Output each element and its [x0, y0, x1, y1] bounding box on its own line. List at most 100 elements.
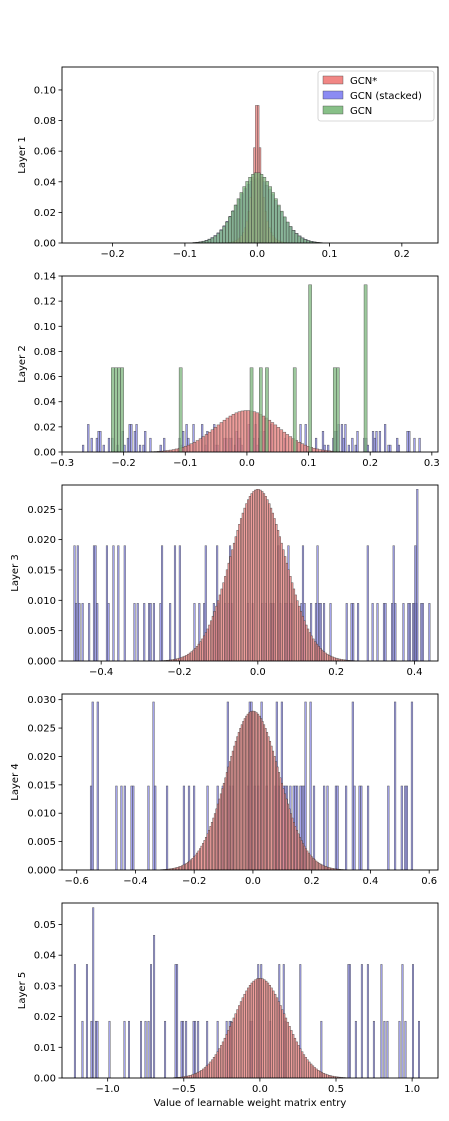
legend-frame — [317, 70, 435, 122]
bar — [297, 441, 302, 452]
bar — [250, 982, 253, 1078]
bar — [225, 1034, 228, 1078]
bar — [241, 997, 244, 1078]
axes-frame — [61, 275, 439, 453]
bar — [178, 367, 183, 452]
x-tick-label: −0.4 — [123, 876, 147, 887]
bar — [394, 603, 397, 661]
bar — [120, 785, 123, 870]
bar — [142, 444, 145, 452]
bar — [178, 545, 181, 661]
bar — [301, 1051, 304, 1078]
bar — [363, 284, 368, 452]
x-tick-label: 0.2 — [362, 458, 378, 469]
bar — [299, 611, 303, 661]
panel-layer-3: −0.4 −0.2 0.0 0.2 0.4 0.000 0.005 0.010 0.015 0.0… — [10, 484, 439, 678]
bar — [195, 440, 200, 452]
y-tick-label: 0.005 — [27, 837, 56, 848]
bar — [140, 1020, 143, 1078]
bar — [333, 657, 336, 661]
x-tick-label: 0.0 — [249, 249, 265, 260]
y-axis-label: Layer 5 — [17, 972, 28, 1009]
bar — [304, 848, 307, 870]
y-tick-label: 0.12 — [34, 297, 56, 308]
y-tick-label: 0.005 — [27, 626, 56, 637]
legend: GCN* GCN (stacked) GCN — [317, 70, 435, 122]
bar — [161, 545, 164, 661]
bar — [207, 239, 212, 243]
bar — [213, 611, 216, 661]
bar — [303, 239, 307, 243]
bar — [187, 785, 191, 870]
bar — [320, 1072, 324, 1078]
bar — [351, 701, 354, 870]
bar — [227, 766, 230, 870]
bar — [221, 1041, 225, 1078]
bar — [182, 1020, 185, 1078]
bar — [310, 1063, 313, 1078]
bar — [225, 569, 229, 661]
bar — [375, 431, 378, 452]
x-tick-label: −0.2 — [111, 458, 135, 469]
bar — [301, 615, 304, 661]
bar — [262, 177, 267, 243]
bar — [345, 603, 348, 661]
bar — [216, 233, 220, 243]
bar — [410, 701, 414, 870]
bar — [287, 569, 290, 661]
bar — [358, 785, 361, 870]
bar — [154, 785, 157, 870]
bar — [312, 785, 316, 870]
bar — [231, 549, 234, 661]
bar — [96, 1020, 99, 1078]
bar — [331, 656, 334, 661]
bar — [132, 785, 135, 870]
bar — [75, 603, 78, 661]
bar — [275, 997, 279, 1078]
bar — [308, 1061, 311, 1078]
bar — [376, 603, 379, 661]
bar — [92, 907, 95, 1078]
bar — [254, 489, 257, 661]
bar — [284, 1017, 288, 1078]
bar — [114, 367, 118, 452]
bar — [289, 576, 292, 661]
bar — [360, 785, 363, 870]
y-tick-label: 0.000 — [27, 657, 56, 668]
bar — [319, 603, 322, 661]
bar — [273, 424, 278, 452]
x-tick-label: 0.0 — [250, 667, 266, 678]
bar — [245, 990, 248, 1078]
bar — [229, 556, 232, 661]
bar — [252, 980, 255, 1078]
bar — [73, 964, 76, 1078]
x-tick-label: −0.2 — [100, 249, 124, 260]
y-tick-label: 0.010 — [27, 596, 56, 607]
bar — [314, 641, 317, 661]
bar — [294, 233, 298, 243]
bar — [324, 652, 327, 661]
bar — [259, 978, 262, 1078]
bar — [305, 624, 308, 661]
bar — [276, 427, 281, 452]
y-tick-label: 0.08 — [34, 116, 56, 127]
bar — [404, 1020, 407, 1078]
bar — [194, 1073, 198, 1078]
bar — [266, 982, 270, 1078]
bar — [144, 1020, 147, 1078]
bar — [347, 964, 350, 1078]
bar — [357, 603, 360, 661]
bar — [421, 603, 424, 661]
bar — [315, 860, 318, 870]
bar — [173, 545, 177, 661]
bar — [270, 987, 273, 1078]
bar — [231, 414, 236, 452]
y-tick-label: 0.01 — [34, 1043, 56, 1054]
x-tick-label: −0.5 — [172, 1084, 196, 1095]
bar — [261, 491, 264, 661]
bar — [323, 785, 326, 870]
bar — [292, 588, 296, 661]
bar — [384, 424, 387, 452]
bar — [128, 1020, 130, 1078]
